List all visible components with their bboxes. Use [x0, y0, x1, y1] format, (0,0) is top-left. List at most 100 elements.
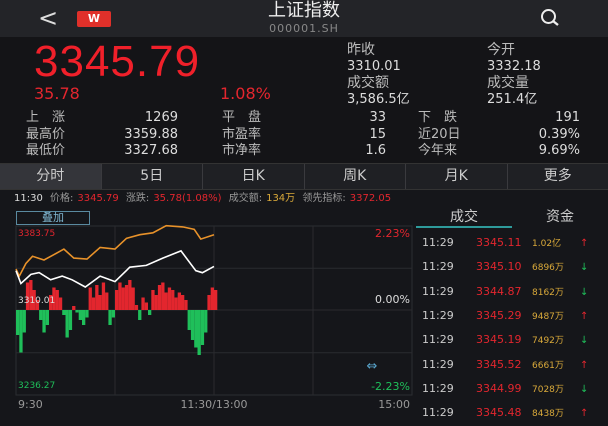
trade-time: 11:29 — [422, 280, 476, 304]
trade-volume: 8438万 — [532, 402, 580, 426]
open-label: 今开 — [487, 42, 515, 58]
trade-time: 11:29 — [422, 377, 476, 401]
trade-time: 11:29 — [422, 231, 476, 255]
buy-bar — [141, 298, 144, 311]
sell-bar — [191, 310, 194, 340]
sell-bar — [194, 310, 197, 348]
buy-bar — [165, 293, 168, 311]
buy-bar — [158, 285, 161, 310]
tab-more[interactable]: 更多 — [508, 164, 608, 189]
sell-bar — [39, 310, 42, 320]
trade-time: 11:29 — [422, 353, 476, 377]
sell-bar — [204, 310, 207, 333]
price-change-pct: 1.08% — [220, 85, 271, 103]
buy-bar — [92, 298, 95, 311]
buy-bar — [171, 290, 174, 310]
trade-time: 11:29 — [422, 328, 476, 352]
pct-mid-label: 0.00% — [375, 293, 410, 306]
tab-intraday[interactable]: 分时 — [0, 164, 102, 189]
tab-monthly-k[interactable]: 月K — [406, 164, 508, 189]
info-lead: 3372.05 — [350, 193, 391, 204]
overlay-button[interactable]: 叠加 — [16, 211, 90, 225]
sell-bar — [188, 310, 191, 330]
stat-value: 1.6 — [330, 143, 386, 158]
turnover-value: 3,586.5亿 — [347, 92, 410, 107]
sell-bar — [79, 310, 82, 320]
stat-label: 平 盘 — [222, 110, 261, 125]
volume-value: 251.4亿 — [487, 92, 537, 107]
trade-volume: 6896万 — [532, 256, 580, 280]
intraday-chart[interactable]: 3383.753310.013236.272.23%0.00%-2.23%9:3… — [0, 208, 416, 414]
trade-price: 3344.99 — [476, 377, 532, 401]
stat-label: 近20日 — [418, 127, 461, 142]
buy-bar — [95, 285, 98, 310]
stock-code: 000001.SH — [0, 22, 608, 35]
buy-bar — [99, 295, 102, 310]
info-amt: 134万 — [266, 193, 295, 204]
trade-volume: 8162万 — [532, 281, 580, 305]
stat-value: 3359.88 — [110, 127, 178, 142]
stat-value: 9.69% — [500, 143, 580, 158]
trade-volume: 1.02亿 — [532, 232, 580, 256]
arrow-down-icon: ↓ — [580, 335, 588, 346]
trade-price: 3345.29 — [476, 304, 532, 328]
tab-trades[interactable]: 成交 — [416, 208, 512, 228]
sell-bar — [75, 310, 78, 313]
arrow-down-icon: ↓ — [580, 384, 588, 395]
buy-bar — [168, 288, 171, 311]
buy-bar — [135, 305, 138, 310]
trade-volume: 9487万 — [532, 305, 580, 329]
trade-tabs: 成交 资金 — [416, 208, 608, 228]
buy-bar — [128, 280, 131, 310]
trade-time: 11:29 — [422, 401, 476, 425]
stat-label: 今年来 — [418, 143, 457, 158]
prev-close-value: 3310.01 — [347, 59, 401, 74]
buy-bar — [59, 298, 62, 311]
trade-price: 3345.19 — [476, 328, 532, 352]
x-label-end: 15:00 — [378, 398, 410, 411]
sell-bar — [62, 310, 65, 315]
info-lead-label: 领先指标: — [302, 193, 345, 204]
buy-bar — [132, 288, 135, 311]
sell-bar — [198, 310, 201, 355]
stat-value: 1269 — [110, 110, 178, 125]
stat-label: 最低价 — [26, 143, 65, 158]
buy-bar — [72, 306, 75, 310]
trade-volume: 6661万 — [532, 354, 580, 378]
sell-bar — [138, 310, 141, 320]
buy-bar — [122, 288, 125, 311]
sell-bar — [85, 310, 88, 318]
sell-bar — [201, 310, 204, 345]
stat-value: 3327.68 — [110, 143, 178, 158]
tab-funds[interactable]: 资金 — [512, 208, 608, 228]
info-chg-label: 涨跌: — [126, 193, 149, 204]
tab-weekly-k[interactable]: 周K — [305, 164, 407, 189]
arrow-down-icon: ↓ — [580, 262, 588, 273]
buy-bar — [155, 295, 158, 310]
prev-close-label: 昨收 — [347, 42, 375, 58]
sell-bar — [46, 310, 49, 325]
buy-bar — [207, 295, 210, 310]
search-icon[interactable] — [540, 8, 560, 28]
stat-label: 市净率 — [222, 143, 261, 158]
buy-bar — [125, 285, 128, 310]
current-price: 3345.79 — [34, 40, 200, 84]
tab-5day[interactable]: 5日 — [102, 164, 204, 189]
info-time: 11:30 — [14, 193, 43, 204]
page-title: 上证指数 — [0, 0, 608, 21]
stat-label: 最高价 — [26, 127, 65, 142]
trade-price: 3345.52 — [476, 353, 532, 377]
arrow-down-icon: ↓ — [580, 287, 588, 298]
sell-bar — [108, 310, 111, 325]
price-change: 35.78 — [34, 85, 80, 103]
expand-arrows-icon[interactable]: ⇔ — [367, 359, 378, 374]
buy-bar — [214, 290, 217, 310]
y-mid-label: 3310.01 — [18, 296, 55, 306]
tab-daily-k[interactable]: 日K — [203, 164, 305, 189]
